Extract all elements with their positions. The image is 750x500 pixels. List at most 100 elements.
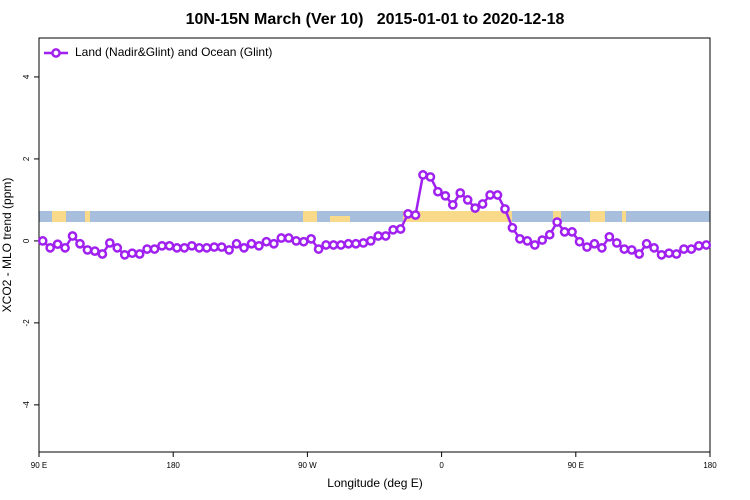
point <box>209 242 220 252</box>
point <box>216 242 227 252</box>
y-tick-label: 4 <box>22 74 31 79</box>
point <box>291 236 302 246</box>
point <box>500 204 510 214</box>
x-tick-label: 90 W <box>298 461 317 470</box>
point <box>507 222 518 233</box>
legend-marker <box>51 48 61 58</box>
point <box>328 240 339 250</box>
y-axis-label: XCO2 - MLO trend (ppm) <box>0 178 14 313</box>
point <box>134 249 145 259</box>
point <box>582 242 592 252</box>
point <box>149 244 160 254</box>
point <box>552 217 563 227</box>
point <box>254 240 264 251</box>
point <box>119 249 130 260</box>
point <box>82 245 93 255</box>
x-tick-label: 180 <box>167 461 181 470</box>
point <box>447 199 458 210</box>
point <box>522 236 533 246</box>
x-tick-label: 0 <box>439 461 444 470</box>
point <box>679 244 689 254</box>
point <box>246 238 257 249</box>
point <box>37 236 48 246</box>
point <box>194 243 205 253</box>
point <box>298 236 309 247</box>
point <box>649 243 659 253</box>
point <box>306 234 316 244</box>
point <box>186 240 197 251</box>
point <box>485 190 495 200</box>
point <box>261 236 272 247</box>
point <box>418 170 428 180</box>
point <box>589 238 600 249</box>
point <box>127 248 138 259</box>
point <box>433 186 443 197</box>
y-tick-label: -2 <box>22 319 31 327</box>
point <box>477 199 488 209</box>
point <box>336 240 346 250</box>
point <box>231 238 242 249</box>
point <box>351 238 361 249</box>
point <box>373 231 384 241</box>
point <box>664 248 674 259</box>
point <box>388 224 398 235</box>
point <box>574 236 585 247</box>
x-tick-label: 90 E <box>568 461 584 470</box>
point <box>90 246 100 256</box>
point <box>641 238 652 249</box>
legend-label: Land (Nadir&Glint) and Ocean (Glint) <box>75 45 272 59</box>
point <box>142 244 152 254</box>
y-tick-label: 2 <box>22 156 31 161</box>
x-tick-label: 180 <box>703 461 717 470</box>
point <box>75 238 85 249</box>
chart-title: 10N-15N March (Ver 10) 2015-01-01 to 202… <box>186 11 565 28</box>
point <box>597 243 607 253</box>
point <box>492 190 503 200</box>
point <box>611 238 622 248</box>
point <box>224 245 234 255</box>
point <box>693 240 704 251</box>
point <box>172 243 182 253</box>
point <box>343 238 354 249</box>
point <box>626 245 637 255</box>
point <box>701 240 712 250</box>
point <box>425 172 436 182</box>
point <box>239 243 249 253</box>
point <box>395 224 406 234</box>
x-axis-label: Longitude (deg E) <box>327 476 422 490</box>
point <box>455 188 466 198</box>
point <box>604 231 615 242</box>
point <box>60 243 70 253</box>
point <box>380 231 391 241</box>
point <box>313 244 324 254</box>
point <box>358 238 369 248</box>
point <box>67 231 78 241</box>
point <box>179 243 190 253</box>
point <box>276 233 287 243</box>
point <box>544 229 555 240</box>
point <box>440 190 451 201</box>
point <box>671 249 682 259</box>
point <box>470 203 480 213</box>
point <box>321 240 331 250</box>
point <box>97 249 108 259</box>
point <box>365 236 376 246</box>
point <box>283 233 294 243</box>
point <box>619 244 630 254</box>
point <box>686 244 697 254</box>
point <box>201 243 212 253</box>
point <box>112 243 123 253</box>
y-tick-label: 0 <box>22 238 31 243</box>
point <box>157 240 167 251</box>
x-tick-label: 90 E <box>31 461 47 470</box>
point <box>515 234 525 244</box>
point <box>559 227 570 237</box>
point <box>462 195 473 205</box>
point <box>45 243 56 253</box>
point <box>529 240 540 250</box>
point <box>164 240 175 251</box>
point <box>634 249 645 259</box>
point <box>410 210 421 220</box>
point <box>104 238 115 248</box>
